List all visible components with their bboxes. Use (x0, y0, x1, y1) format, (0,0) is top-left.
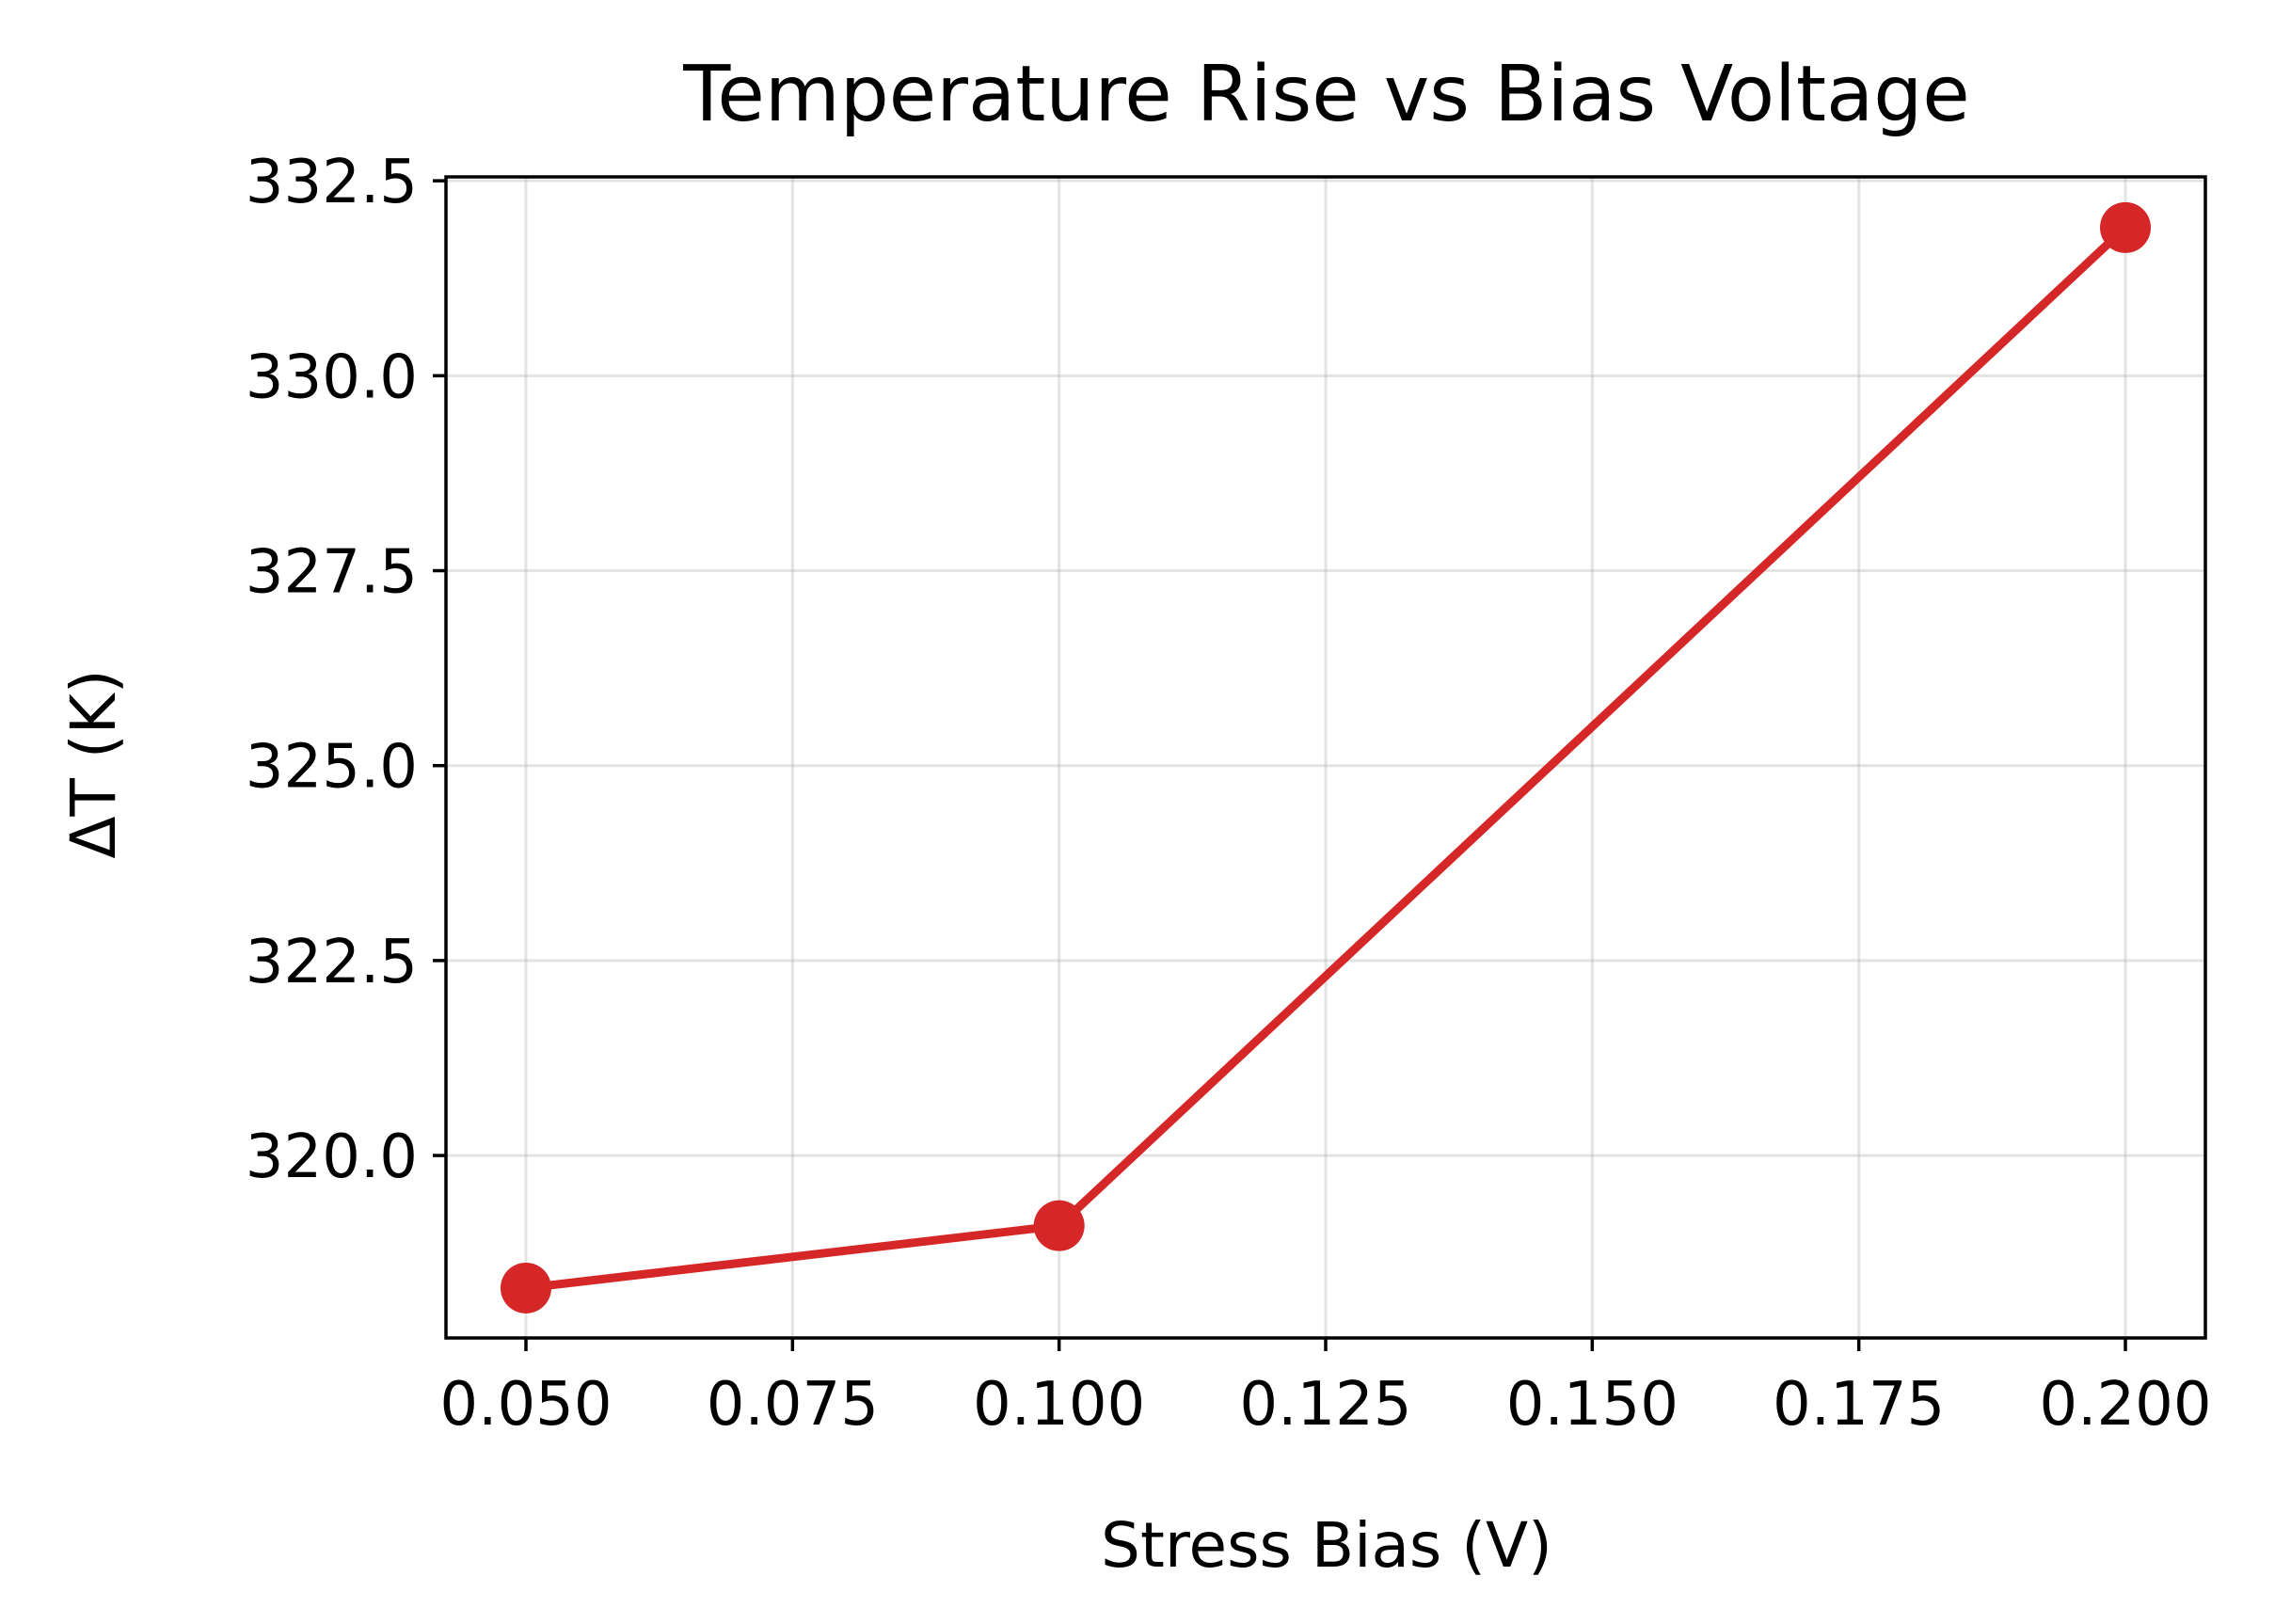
data-point-marker (1033, 1200, 1085, 1251)
y-axis: 320.0 322.5 325.0 327.5 330.0 332.5 (246, 148, 446, 1192)
y-tick-label: 325.0 (246, 733, 418, 803)
y-tick-label: 322.5 (246, 928, 418, 997)
y-tick-label: 330.0 (246, 342, 418, 412)
y-axis-label: ΔT (K) (57, 669, 130, 858)
x-tick-label: 0.125 (1239, 1370, 1411, 1440)
data-point-marker (2100, 201, 2151, 253)
grid (446, 177, 2205, 1338)
chart-title: Temperature Rise vs Bias Voltage (682, 50, 1969, 139)
x-axis-label: Stress Bias (V) (1101, 1509, 1552, 1582)
y-tick-label: 327.5 (246, 538, 418, 608)
x-tick-label: 0.150 (1506, 1370, 1678, 1440)
x-tick-label: 0.200 (2039, 1370, 2211, 1440)
series (501, 201, 2151, 1314)
data-point-marker (501, 1262, 551, 1314)
x-tick-label: 0.175 (1773, 1370, 1945, 1440)
x-tick-label: 0.050 (439, 1370, 612, 1440)
x-tick-label: 0.100 (973, 1370, 1145, 1440)
x-axis: 0.050 0.075 0.100 0.125 0.150 0.175 0.200 (439, 1338, 2212, 1440)
x-tick-label: 0.075 (707, 1370, 879, 1440)
y-tick-label: 332.5 (246, 148, 418, 217)
y-tick-label: 320.0 (246, 1122, 418, 1192)
